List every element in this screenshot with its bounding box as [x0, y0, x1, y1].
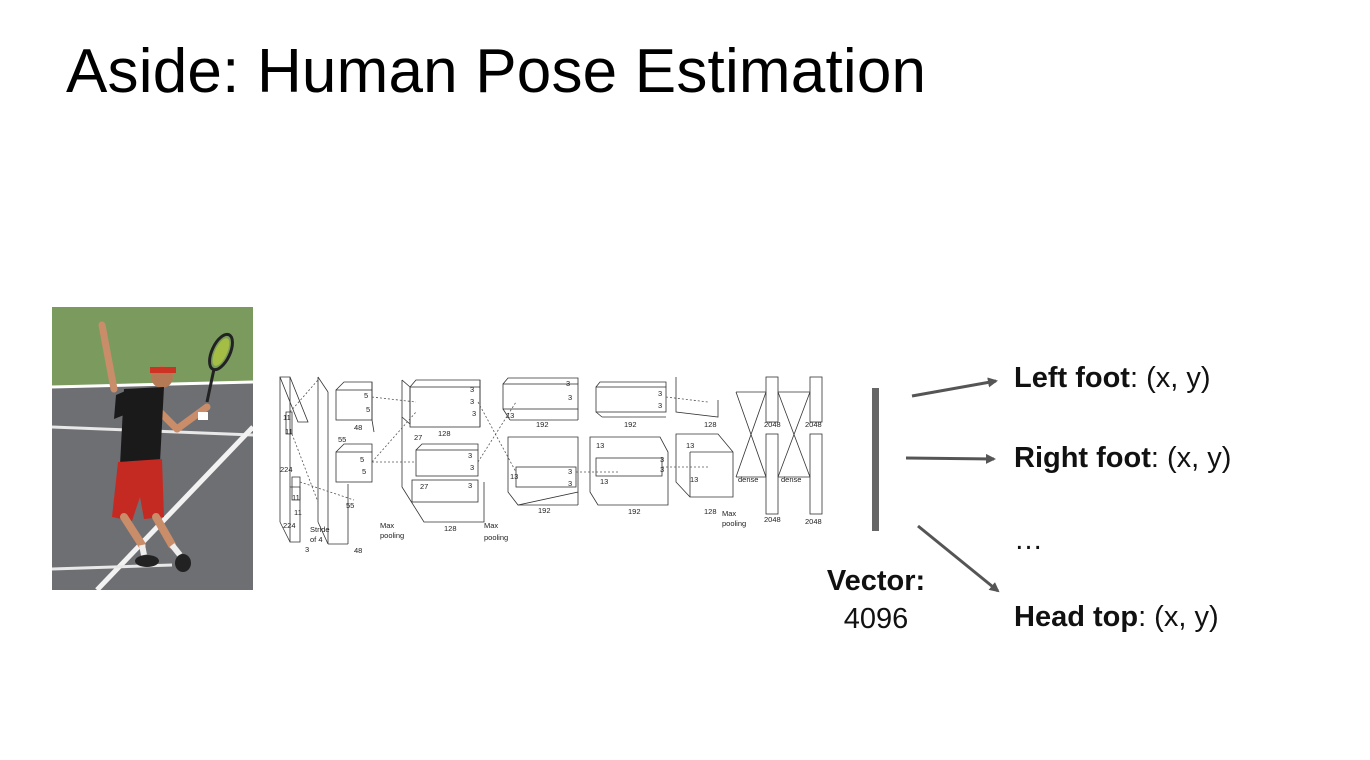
cnn-label: 3 [568, 479, 572, 488]
cnn-label: 2048 [764, 515, 781, 524]
cnn-label: 128 [444, 524, 457, 533]
cnn-label: 11 [292, 493, 300, 502]
cnn-label: 11 [283, 413, 291, 422]
arrow-left-foot [911, 377, 998, 398]
cnn-label: 192 [538, 506, 551, 515]
cnn-label: dense [738, 475, 758, 484]
cnn-label: of 4 [310, 535, 323, 544]
cnn-label: 11 [294, 508, 302, 517]
input-layer-volume [279, 376, 309, 543]
cnn-label: 5 [366, 405, 370, 414]
cnn-label: 3 [468, 481, 472, 490]
output-head-top: Head top: (x, y) [1014, 601, 1219, 634]
cnn-label: 13 [600, 477, 608, 486]
cnn-label: 3 [568, 467, 572, 476]
cnn-label: 5 [364, 391, 368, 400]
output-left-foot: Left foot: (x, y) [1014, 362, 1211, 395]
cnn-label: 5 [360, 455, 364, 464]
cnn-label: 48 [354, 423, 362, 432]
conv3-volume [502, 377, 579, 506]
cnn-label: 3 [660, 455, 664, 464]
output-ellipsis: … [1014, 524, 1043, 556]
cnn-label: 11 [285, 427, 293, 436]
vector-size: 4096 [843, 603, 909, 635]
cnn-label: 13 [506, 411, 514, 420]
cnn-label: 2048 [805, 517, 822, 526]
conv5-volume [675, 377, 734, 498]
cnn-label: 3 [660, 465, 664, 474]
cnn-label: 55 [346, 501, 354, 510]
cnn-label: dense [781, 475, 801, 484]
cnn-label: 128 [704, 420, 717, 429]
cnn-label: 224 [280, 465, 293, 474]
feature-vector-bar [872, 388, 879, 531]
cnn-label: 13 [690, 475, 698, 484]
cnn-label: 192 [536, 420, 549, 429]
conv1-volume [317, 376, 375, 545]
conv2-volume [401, 379, 485, 523]
cnn-label: 3 [472, 409, 476, 418]
cnn-label: Max [722, 509, 736, 518]
cnn-label: 3 [305, 545, 309, 554]
cnn-label: 2048 [805, 420, 822, 429]
cnn-label: 128 [438, 429, 451, 438]
output-name: Head top [1014, 601, 1139, 633]
cnn-label: 3 [658, 389, 662, 398]
cnn-label: Stride [310, 525, 330, 534]
cnn-label: Max [484, 521, 498, 530]
vector-label: Vector: 4096 [806, 562, 946, 638]
cnn-label: 3 [470, 397, 474, 406]
slide-title: Aside: Human Pose Estimation [66, 37, 927, 106]
cnn-label: 13 [510, 472, 518, 481]
cnn-label: 27 [420, 482, 428, 491]
output-arrows [905, 377, 1000, 593]
output-name: Left foot [1014, 362, 1130, 394]
cnn-label: 3 [568, 393, 572, 402]
cnn-label: 192 [628, 507, 641, 516]
output-right-foot: Right foot: (x, y) [1014, 442, 1231, 475]
output-coords: : (x, y) [1129, 362, 1211, 394]
output-coords: : (x, y) [1138, 601, 1219, 633]
cnn-architecture-diagram: 11 11 224 224 11 11 3 Stride of 4 5 5 55… [279, 376, 823, 555]
fully-connected-volumes [735, 376, 823, 515]
cnn-label: 3 [470, 385, 474, 394]
vector-title: Vector: [826, 565, 926, 597]
cnn-label: 48 [354, 546, 362, 555]
cnn-label: 13 [596, 441, 604, 450]
cnn-label: 128 [704, 507, 717, 516]
cnn-label: 5 [362, 467, 366, 476]
tennis-player-photo [52, 307, 253, 590]
arrow-head-top [917, 524, 1000, 593]
cnn-label: pooling [484, 533, 508, 542]
arrow-right-foot [905, 453, 996, 464]
cnn-label: 55 [338, 435, 346, 444]
cnn-label: 2048 [764, 420, 781, 429]
cnn-label: Max [380, 521, 394, 530]
cnn-label: 3 [468, 451, 472, 460]
cnn-label: 3 [470, 463, 474, 472]
cnn-label: 27 [414, 433, 422, 442]
cnn-label: 3 [658, 401, 662, 410]
cnn-label: pooling [380, 531, 404, 540]
cnn-diagram-labels: 11 11 224 224 11 11 3 Stride of 4 5 5 55… [280, 379, 822, 555]
cnn-label: pooling [722, 519, 746, 528]
output-name: Right foot [1014, 442, 1151, 474]
cnn-label: 13 [686, 441, 694, 450]
cnn-label: 3 [566, 379, 570, 388]
output-coords: : (x, y) [1150, 442, 1232, 474]
cnn-label: 192 [624, 420, 637, 429]
cnn-label: 224 [283, 521, 296, 530]
